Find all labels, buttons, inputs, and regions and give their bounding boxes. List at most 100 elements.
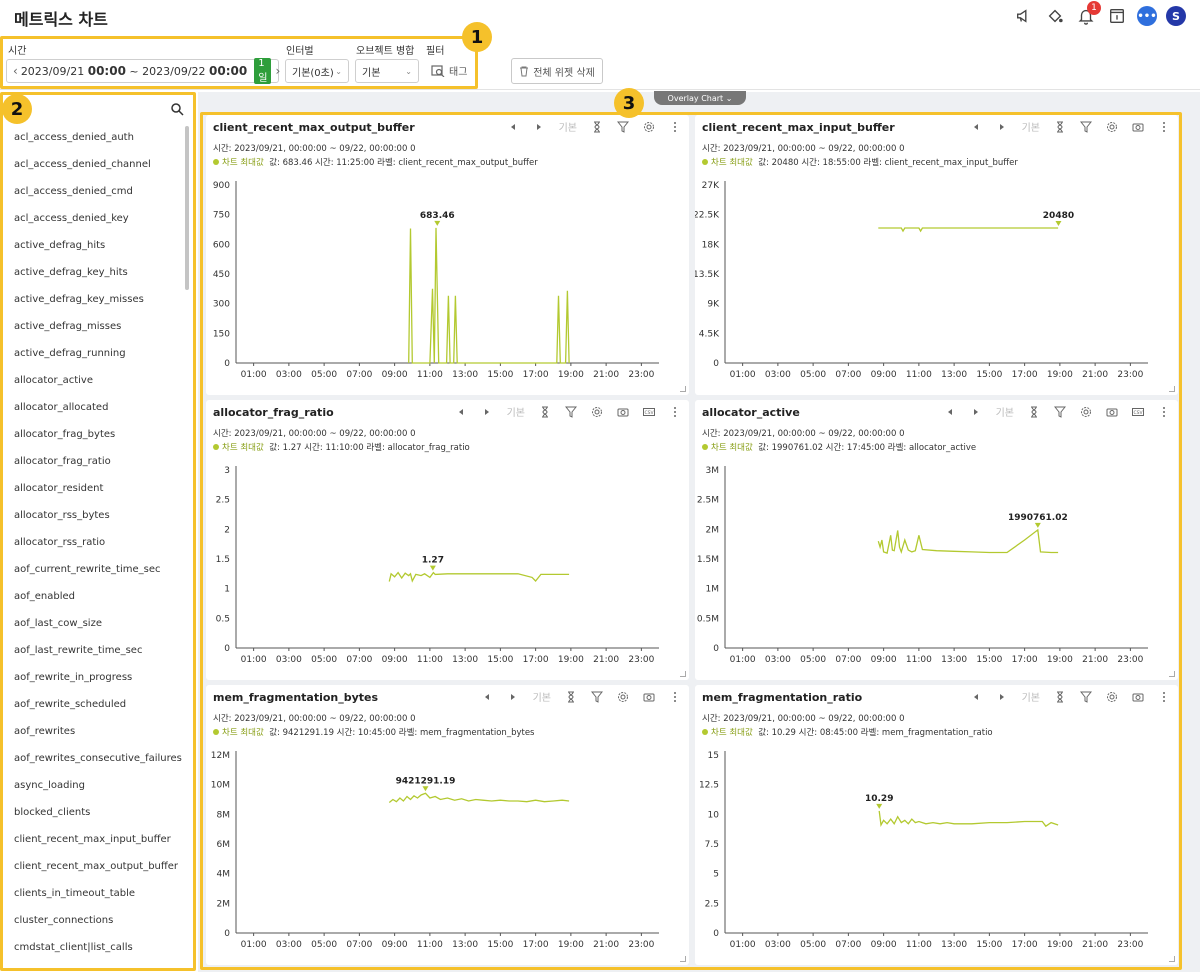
sidebar-metric-item[interactable]: aof_current_rewrite_time_sec	[14, 564, 161, 575]
gear-icon[interactable]	[1080, 406, 1092, 418]
next-icon[interactable]	[507, 691, 519, 703]
megaphone-icon[interactable]	[1013, 5, 1035, 27]
sidebar-metric-item[interactable]: active_defrag_misses	[14, 321, 122, 332]
hourglass-icon[interactable]	[591, 121, 603, 133]
chart-widget[interactable]: client_recent_max_input_buffer 기본 시간: 2023…	[695, 115, 1178, 395]
chart-widget[interactable]: mem_fragmentation_bytes 기본 시간: 2023/09/21,…	[206, 685, 689, 965]
hourglass-icon[interactable]	[565, 691, 577, 703]
sidebar-metric-item[interactable]: aof_last_rewrite_time_sec	[14, 645, 143, 656]
hourglass-icon[interactable]	[1028, 406, 1040, 418]
metric-search-input[interactable]	[12, 98, 188, 122]
next-icon[interactable]	[481, 406, 493, 418]
range-duration-badge[interactable]: 1일	[254, 58, 272, 84]
gear-icon[interactable]	[643, 121, 655, 133]
sidebar-metric-item[interactable]: aof_last_cow_size	[14, 618, 102, 629]
default-view-label[interactable]: 기본	[1021, 693, 1040, 704]
tag-filter-button[interactable]: 태그	[431, 63, 467, 78]
filter-icon[interactable]	[565, 406, 577, 418]
gear-icon[interactable]	[591, 406, 603, 418]
more-icon[interactable]	[1158, 406, 1170, 418]
delete-all-widgets-button[interactable]: 전체 위젯 삭제	[511, 58, 603, 84]
gear-icon[interactable]	[1106, 121, 1118, 133]
more-icon[interactable]	[669, 406, 681, 418]
default-view-label[interactable]: 기본	[995, 408, 1014, 419]
more-icon[interactable]	[669, 691, 681, 703]
chart-widget[interactable]: mem_fragmentation_ratio 기본 시간: 2023/09/21,…	[695, 685, 1178, 965]
overlay-chart-button[interactable]: Overlay Chart ⌄	[654, 91, 746, 105]
next-icon[interactable]	[533, 121, 545, 133]
sidebar-metric-item[interactable]: aof_enabled	[14, 591, 76, 602]
sidebar-metric-item[interactable]: aof_rewrites	[14, 726, 76, 737]
resize-handle[interactable]	[1169, 671, 1175, 677]
sidebar-metric-item[interactable]: active_defrag_hits	[14, 240, 106, 251]
sidebar-metric-item[interactable]: async_loading	[14, 780, 85, 791]
filter-icon[interactable]	[1080, 691, 1092, 703]
resize-handle[interactable]	[680, 956, 686, 962]
default-view-label[interactable]: 기본	[1021, 123, 1040, 134]
sidebar-metric-item[interactable]: aof_rewrite_in_progress	[14, 672, 133, 683]
sidebar-metric-item[interactable]: allocator_frag_bytes	[14, 429, 116, 440]
camera-icon[interactable]	[1132, 121, 1144, 133]
camera-icon[interactable]	[1132, 691, 1144, 703]
sidebar-metric-item[interactable]: client_recent_max_output_buffer	[14, 861, 179, 872]
default-view-label[interactable]: 기본	[506, 408, 525, 419]
filter-icon[interactable]	[617, 121, 629, 133]
default-view-label[interactable]: 기본	[532, 693, 551, 704]
user-avatar[interactable]: S	[1166, 6, 1186, 26]
hourglass-icon[interactable]	[539, 406, 551, 418]
prev-icon[interactable]	[455, 406, 467, 418]
sidebar-metric-item[interactable]: client_recent_max_input_buffer	[14, 834, 171, 845]
chart-widget[interactable]: allocator_frag_ratio 기본 CSV 시간: 2023/09/21,…	[206, 400, 689, 680]
filter-icon[interactable]	[1054, 406, 1066, 418]
gear-icon[interactable]	[1106, 691, 1118, 703]
paint-bucket-icon[interactable]	[1044, 5, 1066, 27]
prev-icon[interactable]	[970, 691, 982, 703]
sidebar-metric-item[interactable]: clients_in_timeout_table	[14, 888, 136, 899]
sidebar-metric-item[interactable]: active_defrag_key_misses	[14, 294, 144, 305]
next-icon[interactable]	[970, 406, 982, 418]
sidebar-metric-item[interactable]: allocator_rss_ratio	[14, 537, 106, 548]
sidebar-metric-item[interactable]: aof_rewrite_scheduled	[14, 699, 127, 710]
sidebar-metric-item[interactable]: allocator_frag_ratio	[14, 456, 111, 467]
camera-icon[interactable]	[1106, 406, 1118, 418]
filter-icon[interactable]	[1080, 121, 1092, 133]
prev-icon[interactable]	[481, 691, 493, 703]
sidebar-metric-item[interactable]: allocator_active	[14, 375, 93, 386]
sidebar-metric-item[interactable]: acl_access_denied_channel	[14, 159, 151, 170]
sidebar-metric-item[interactable]: active_defrag_key_hits	[14, 267, 128, 278]
resize-handle[interactable]	[1169, 386, 1175, 392]
next-range-icon[interactable]: ›	[275, 64, 281, 78]
filter-icon[interactable]	[591, 691, 603, 703]
sidebar-metric-item[interactable]: cmdstat_client|list_calls	[14, 942, 133, 953]
prev-range-icon[interactable]: ‹	[13, 64, 18, 78]
csv-icon[interactable]: CSV	[643, 406, 655, 418]
sidebar-metric-item[interactable]: acl_access_denied_key	[14, 213, 129, 224]
chart-widget[interactable]: allocator_active 기본 CSV 시간: 2023/09/21, 00:…	[695, 400, 1178, 680]
sidebar-metric-item[interactable]: allocator_rss_bytes	[14, 510, 110, 521]
hourglass-icon[interactable]	[1054, 121, 1066, 133]
more-icon[interactable]	[669, 121, 681, 133]
bell-icon[interactable]: 1	[1075, 1, 1101, 27]
sidebar-scrollbar[interactable]	[185, 126, 189, 290]
sidebar-metric-item[interactable]: blocked_clients	[14, 807, 91, 818]
sidebar-metric-item[interactable]: active_defrag_running	[14, 348, 126, 359]
sidebar-metric-item[interactable]: allocator_resident	[14, 483, 104, 494]
sidebar-metric-item[interactable]: acl_access_denied_auth	[14, 132, 134, 143]
next-icon[interactable]	[996, 121, 1008, 133]
resize-handle[interactable]	[680, 386, 686, 392]
sidebar-metric-item[interactable]: aof_rewrites_consecutive_failures	[14, 753, 182, 764]
csv-icon[interactable]: CSV	[1132, 406, 1144, 418]
sidebar-metric-item[interactable]: cluster_connections	[14, 915, 114, 926]
resize-handle[interactable]	[1169, 956, 1175, 962]
search-icon[interactable]	[170, 102, 184, 116]
resize-handle[interactable]	[680, 671, 686, 677]
interval-select[interactable]: 기본(0초) ⌄	[285, 59, 349, 83]
camera-icon[interactable]	[617, 406, 629, 418]
prev-icon[interactable]	[944, 406, 956, 418]
chart-widget[interactable]: client_recent_max_output_buffer 기본 시간: 202…	[206, 115, 689, 395]
camera-icon[interactable]	[643, 691, 655, 703]
default-view-label[interactable]: 기본	[558, 123, 577, 134]
sidebar-metric-item[interactable]: acl_access_denied_cmd	[14, 186, 133, 197]
hourglass-icon[interactable]	[1054, 691, 1066, 703]
more-icon[interactable]	[1158, 121, 1170, 133]
